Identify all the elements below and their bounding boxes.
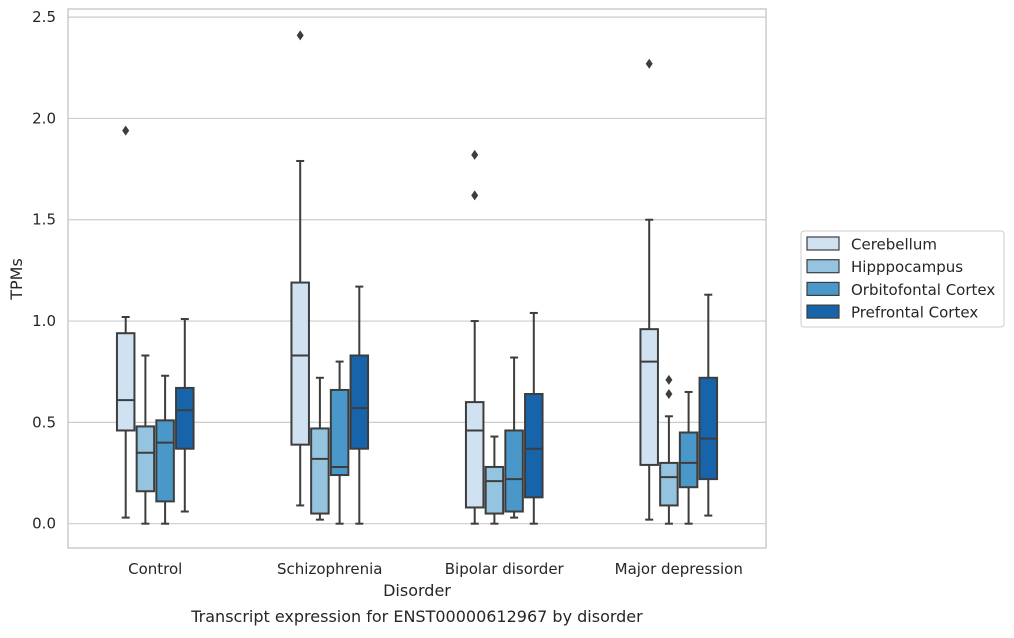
iqr-box [659, 461, 679, 507]
iqr-box [349, 354, 370, 450]
outlier-marker [665, 374, 673, 385]
box-hipppocampus [310, 376, 330, 521]
outlier-marker [665, 389, 673, 399]
outlier-marker [296, 30, 304, 41]
box-orbitofontal-cortex [678, 390, 699, 525]
outlier-marker [645, 58, 653, 69]
y-tick-label: 2.0 [32, 109, 56, 127]
box-hipppocampus [135, 354, 156, 525]
iqr-box [175, 386, 195, 450]
legend-label: Orbitofontal Cortex [851, 281, 995, 299]
iqr-box [290, 281, 310, 446]
legend-swatch [806, 236, 840, 251]
x-tick-label: Control [128, 560, 182, 578]
legend-label: Cerebellum [851, 236, 937, 254]
y-tick-label: 1.0 [32, 312, 56, 330]
box-cerebellum [639, 58, 659, 521]
legend-label: Hipppocampus [851, 258, 963, 276]
box-cerebellum [290, 30, 310, 507]
box-hipppocampus [484, 435, 505, 525]
y-tick-labels: 0.0 0.5 1.0 1.5 2.0 2.5 [32, 8, 56, 533]
box-orbitofontal-cortex [329, 360, 350, 525]
iqr-box [639, 328, 659, 466]
iqr-box [464, 401, 485, 509]
iqr-box [310, 427, 330, 515]
x-axis-title: Disorder [383, 581, 451, 600]
iqr-box [155, 419, 175, 503]
box-prefrontal-cortex [698, 293, 719, 517]
outlier-marker [471, 190, 479, 201]
legend-swatch [806, 304, 840, 319]
iqr-box [678, 431, 699, 489]
outlier-marker [471, 149, 479, 160]
box-layer [115, 30, 719, 525]
iqr-box [524, 393, 544, 499]
plot-frame [67, 8, 767, 549]
x-tick-label: Schizophrenia [277, 560, 382, 578]
y-tick-label: 0.5 [32, 413, 56, 431]
legend: Cerebellum Hipppocampus Orbitofontal Corte… [800, 230, 1005, 328]
box-cerebellum [115, 125, 136, 519]
iqr-box [484, 465, 505, 515]
box-cerebellum [464, 149, 485, 525]
x-tick-label: Bipolar disorder [445, 560, 565, 578]
box-prefrontal-cortex [175, 318, 195, 513]
box-orbitofontal-cortex [504, 356, 524, 519]
x-tick-label: Major depression [615, 560, 743, 578]
iqr-box [135, 425, 156, 493]
y-tick-label: 2.5 [32, 8, 56, 26]
box-prefrontal-cortex [524, 311, 544, 525]
box-hipppocampus [659, 374, 679, 525]
legend-swatch [806, 281, 840, 296]
box-prefrontal-cortex [349, 285, 370, 525]
legend-items: Cerebellum Hipppocampus Orbitofontal Corte… [806, 236, 995, 322]
y-tick-label: 0.0 [32, 515, 56, 533]
outlier-marker [122, 125, 130, 136]
iqr-box [329, 388, 350, 477]
iqr-box [698, 376, 719, 481]
iqr-box [115, 332, 136, 432]
y-tick-label: 1.5 [32, 211, 56, 229]
iqr-box [504, 429, 524, 513]
y-axis-title: TPMs [7, 258, 26, 301]
legend-frame [800, 230, 1005, 328]
legend-swatch [806, 259, 840, 274]
x-tick-labels: Control Schizophrenia Bipolar disorder Majo… [128, 560, 743, 578]
legend-label: Prefrontal Cortex [851, 304, 978, 322]
box-orbitofontal-cortex [155, 374, 175, 525]
chart-caption: Transcript expression for ENST0000061296… [190, 607, 643, 626]
